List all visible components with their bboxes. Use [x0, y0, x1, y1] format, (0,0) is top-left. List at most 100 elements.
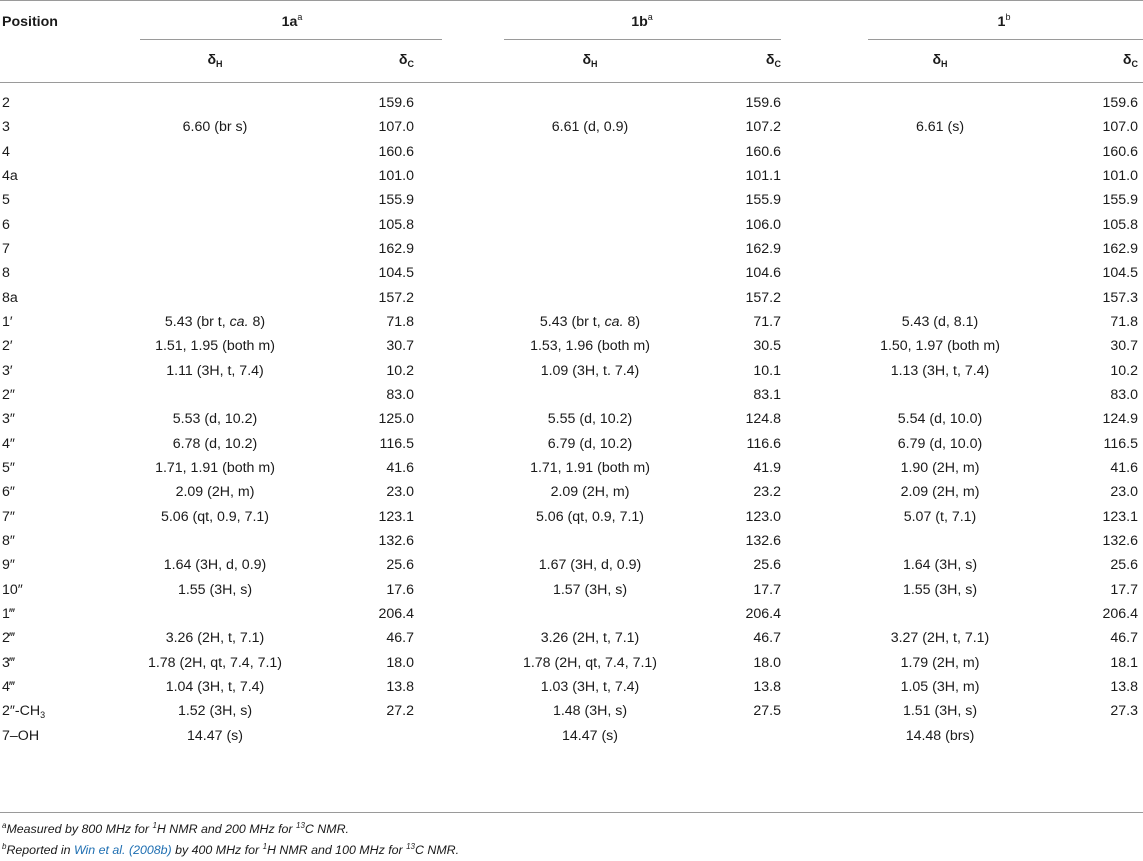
delta-c-cell: 46.7 — [1110, 630, 1138, 646]
delta-c-cell: 116.6 — [746, 436, 781, 452]
delta-c-cell: 105.8 — [1102, 217, 1138, 233]
delta-h-cell: 1.55 (3H, s) — [177, 582, 253, 598]
delta-c-cell: 23.0 — [1110, 484, 1138, 500]
position-cell: 2″ — [2, 387, 15, 403]
delta-c-cell: 71.8 — [386, 314, 414, 330]
header-delta-h-1b: δH — [582, 52, 598, 69]
delta-c-cell: 206.4 — [1102, 606, 1138, 622]
position-cell: 4‴ — [2, 679, 15, 695]
delta-c-cell: 83.0 — [386, 387, 414, 403]
delta-c-cell: 25.6 — [1110, 557, 1138, 573]
delta-c-cell: 27.2 — [386, 703, 414, 719]
delta-c-cell: 30.5 — [753, 338, 781, 354]
citation-link[interactable]: Win et al. (2008b) — [73, 843, 172, 857]
delta-h-cell: 1.78 (2H, qt, 7.4, 7.1) — [522, 655, 658, 671]
delta-h-cell: 3.27 (2H, t, 7.1) — [890, 630, 990, 646]
delta-h-cell: 6.79 (d, 10.0) — [897, 436, 983, 452]
delta-c-cell: 101.0 — [1102, 168, 1138, 184]
delta-c-cell: 41.9 — [753, 460, 781, 476]
table-bottom-rule — [0, 812, 1143, 813]
delta-c-cell: 107.0 — [1102, 119, 1138, 135]
position-cell: 4a — [2, 168, 18, 184]
position-cell: 2‴ — [2, 630, 15, 646]
delta-c-cell: 13.8 — [1110, 679, 1138, 695]
delta-c-cell: 71.7 — [753, 314, 781, 330]
delta-c-cell: 162.9 — [745, 241, 781, 257]
header-bottom-rule — [0, 82, 1143, 83]
delta-c-cell: 155.9 — [378, 192, 414, 208]
delta-h-cell: 1.67 (3H, d, 0.9) — [538, 557, 642, 573]
delta-c-cell: 17.6 — [386, 582, 414, 598]
header-delta-c-1: δC — [1122, 52, 1138, 69]
delta-c-cell: 13.8 — [386, 679, 414, 695]
header-compound-1a: 1aa — [281, 12, 303, 31]
delta-c-cell: 41.6 — [1110, 460, 1138, 476]
delta-c-cell: 104.5 — [1102, 265, 1138, 281]
delta-c-cell: 10.2 — [386, 363, 414, 379]
position-cell: 8″ — [2, 533, 15, 549]
delta-c-cell: 104.6 — [745, 265, 781, 281]
delta-c-cell: 27.3 — [1110, 703, 1138, 719]
delta-h-cell: 3.26 (2H, t, 7.1) — [165, 630, 265, 646]
table-top-rule — [0, 0, 1143, 1]
position-cell: 5″ — [2, 460, 15, 476]
delta-h-cell: 2.09 (2H, m) — [550, 484, 630, 500]
delta-c-cell: 157.3 — [1102, 290, 1138, 306]
delta-c-cell: 101.1 — [745, 168, 781, 184]
delta-h-cell: 1.09 (3H, t. 7.4) — [540, 363, 640, 379]
delta-h-cell: 1.13 (3H, t, 7.4) — [890, 363, 990, 379]
delta-c-cell: 13.8 — [753, 679, 781, 695]
delta-h-cell: 5.43 (br t, ca. 8) — [539, 314, 641, 330]
delta-c-cell: 116.5 — [379, 436, 414, 452]
delta-c-cell: 162.9 — [1102, 241, 1138, 257]
delta-h-cell: 1.51, 1.95 (both m) — [155, 338, 275, 354]
position-cell: 2″-CH3 — [2, 703, 46, 720]
delta-c-cell: 10.1 — [753, 363, 781, 379]
group-rule-1 — [868, 39, 1143, 40]
header-delta-c-1a: δC — [398, 52, 414, 69]
delta-c-cell: 30.7 — [1110, 338, 1138, 354]
delta-c-cell: 159.6 — [745, 95, 781, 111]
delta-h-cell: 1.11 (3H, t, 7.4) — [166, 363, 264, 379]
delta-c-cell: 105.8 — [378, 217, 414, 233]
delta-c-cell: 124.9 — [1102, 411, 1138, 427]
delta-h-cell: 1.71, 1.91 (both m) — [530, 460, 650, 476]
delta-c-cell: 132.6 — [1102, 533, 1138, 549]
delta-c-cell: 123.0 — [745, 509, 781, 525]
delta-h-cell: 6.61 (d, 0.9) — [551, 119, 629, 135]
delta-h-cell: 5.06 (qt, 0.9, 7.1) — [160, 509, 270, 525]
delta-h-cell: 6.79 (d, 10.2) — [547, 436, 633, 452]
delta-c-cell: 83.1 — [753, 387, 781, 403]
delta-h-cell: 1.79 (2H, m) — [900, 655, 980, 671]
delta-c-cell: 206.4 — [378, 606, 414, 622]
delta-h-cell: 1.64 (3H, d, 0.9) — [163, 557, 267, 573]
delta-c-cell: 18.0 — [386, 655, 414, 671]
delta-h-cell: 6.61 (s) — [915, 119, 965, 135]
header-delta-h-1a: δH — [207, 52, 223, 69]
delta-h-cell: 1.64 (3H, s) — [902, 557, 978, 573]
delta-c-cell: 27.5 — [753, 703, 781, 719]
delta-h-cell: 6.78 (d, 10.2) — [172, 436, 258, 452]
position-cell: 1‴ — [2, 606, 15, 622]
delta-c-cell: 107.2 — [745, 119, 781, 135]
position-cell: 4″ — [2, 436, 15, 452]
delta-c-cell: 41.6 — [386, 460, 414, 476]
delta-c-cell: 206.4 — [745, 606, 781, 622]
position-cell: 3‴ — [2, 655, 15, 671]
delta-c-cell: 17.7 — [1110, 582, 1138, 598]
delta-h-cell: 1.04 (3H, t, 7.4) — [165, 679, 265, 695]
position-cell: 3′ — [2, 363, 13, 379]
position-cell: 3″ — [2, 411, 15, 427]
footnote-mark-a: a — [647, 12, 653, 22]
delta-c-cell: 30.7 — [386, 338, 414, 354]
delta-c-cell: 18.1 — [1110, 655, 1138, 671]
position-cell: 6″ — [2, 484, 15, 500]
delta-c-cell: 83.0 — [1110, 387, 1138, 403]
delta-c-cell: 101.0 — [378, 168, 414, 184]
header-compound-1b: 1ba — [631, 12, 653, 31]
position-cell: 3 — [2, 119, 10, 135]
delta-h-cell: 1.48 (3H, s) — [552, 703, 628, 719]
delta-h-cell: 5.43 (d, 8.1) — [901, 314, 979, 330]
delta-h-cell: 5.06 (qt, 0.9, 7.1) — [535, 509, 645, 525]
